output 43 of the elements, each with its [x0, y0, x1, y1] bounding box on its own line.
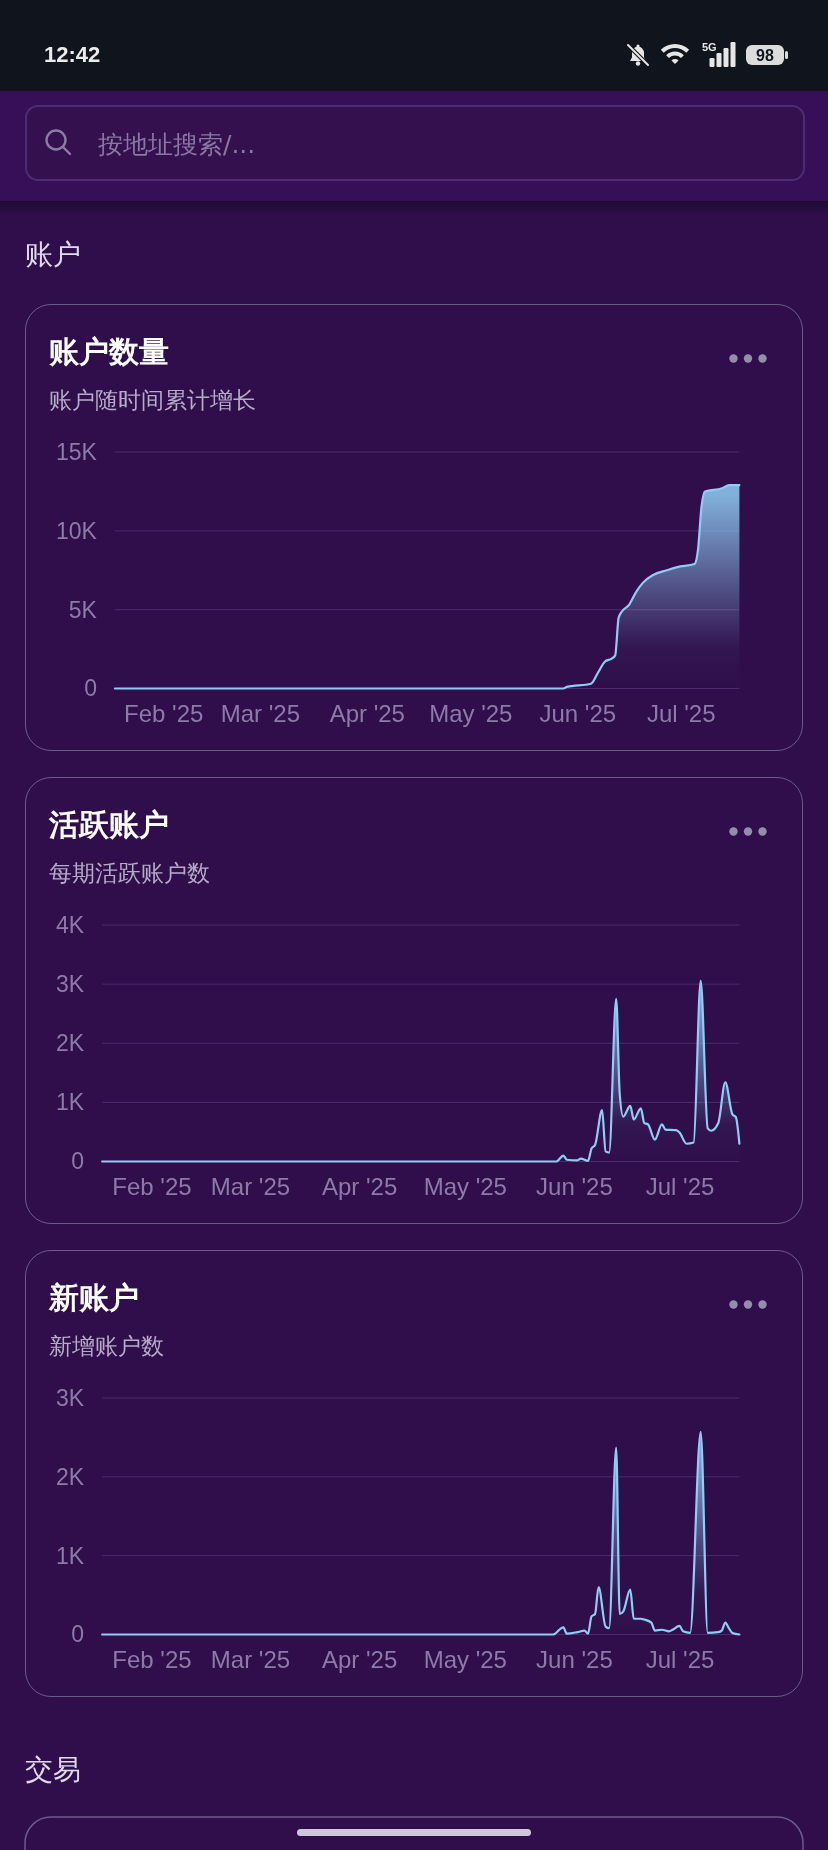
y-tick-label: 4K — [55, 911, 85, 938]
x-tick-label: Mar '25 — [210, 1172, 290, 1200]
x-tick-label: Jun '25 — [538, 699, 616, 727]
chart-title: 账户数量 — [48, 333, 169, 368]
text: 交易 — [25, 1752, 81, 1786]
y-tick-label: 2K — [55, 1029, 85, 1056]
x-tick-label: May '25 — [428, 699, 512, 727]
x-tick-label: May '25 — [423, 1645, 507, 1673]
y-tick-label: 3K — [55, 970, 85, 997]
chart-title: 新账户 — [47, 1279, 139, 1314]
y-tick-label: 1K — [55, 1542, 85, 1569]
text: 账户 — [25, 237, 81, 271]
chart-subtitle: 新增账户数 — [48, 1332, 164, 1359]
x-tick-label: May '25 — [423, 1172, 507, 1200]
y-tick-label: 3K — [55, 1384, 85, 1411]
text: 98 — [756, 47, 774, 64]
x-tick-label: Mar '25 — [210, 1645, 290, 1673]
text: 12:42 — [44, 41, 101, 67]
y-tick-label: 0 — [70, 1620, 84, 1647]
y-tick-label: 2K — [55, 1463, 85, 1490]
y-tick-label: 0 — [70, 1147, 84, 1174]
x-tick-label: Feb '25 — [111, 1645, 192, 1673]
x-tick-label: Jul '25 — [646, 699, 716, 727]
x-tick-label: Jun '25 — [535, 1172, 613, 1200]
x-tick-label: Feb '25 — [123, 699, 203, 727]
x-tick-label: Mar '25 — [220, 699, 300, 727]
chart-subtitle: 每期活跃账户数 — [48, 859, 210, 886]
y-tick-label: 10K — [55, 517, 98, 544]
text: 按地址搜索/... — [98, 129, 256, 159]
x-tick-label: Jul '25 — [645, 1172, 714, 1200]
y-tick-label: 15K — [55, 438, 98, 465]
y-tick-label: 1K — [55, 1088, 85, 1115]
text: 5G — [702, 41, 717, 53]
x-tick-label: Apr '25 — [321, 1172, 397, 1200]
chart-title: 活跃账户 — [47, 806, 169, 841]
x-tick-label: Feb '25 — [111, 1172, 192, 1200]
x-tick-label: Jun '25 — [535, 1645, 613, 1673]
y-tick-label: 0 — [83, 674, 97, 701]
chart-subtitle: 账户随时间累计增长 — [48, 386, 256, 413]
x-tick-label: Apr '25 — [329, 699, 405, 727]
x-tick-label: Jul '25 — [645, 1645, 714, 1673]
y-tick-label: 5K — [68, 596, 98, 623]
x-tick-label: Apr '25 — [321, 1645, 397, 1673]
